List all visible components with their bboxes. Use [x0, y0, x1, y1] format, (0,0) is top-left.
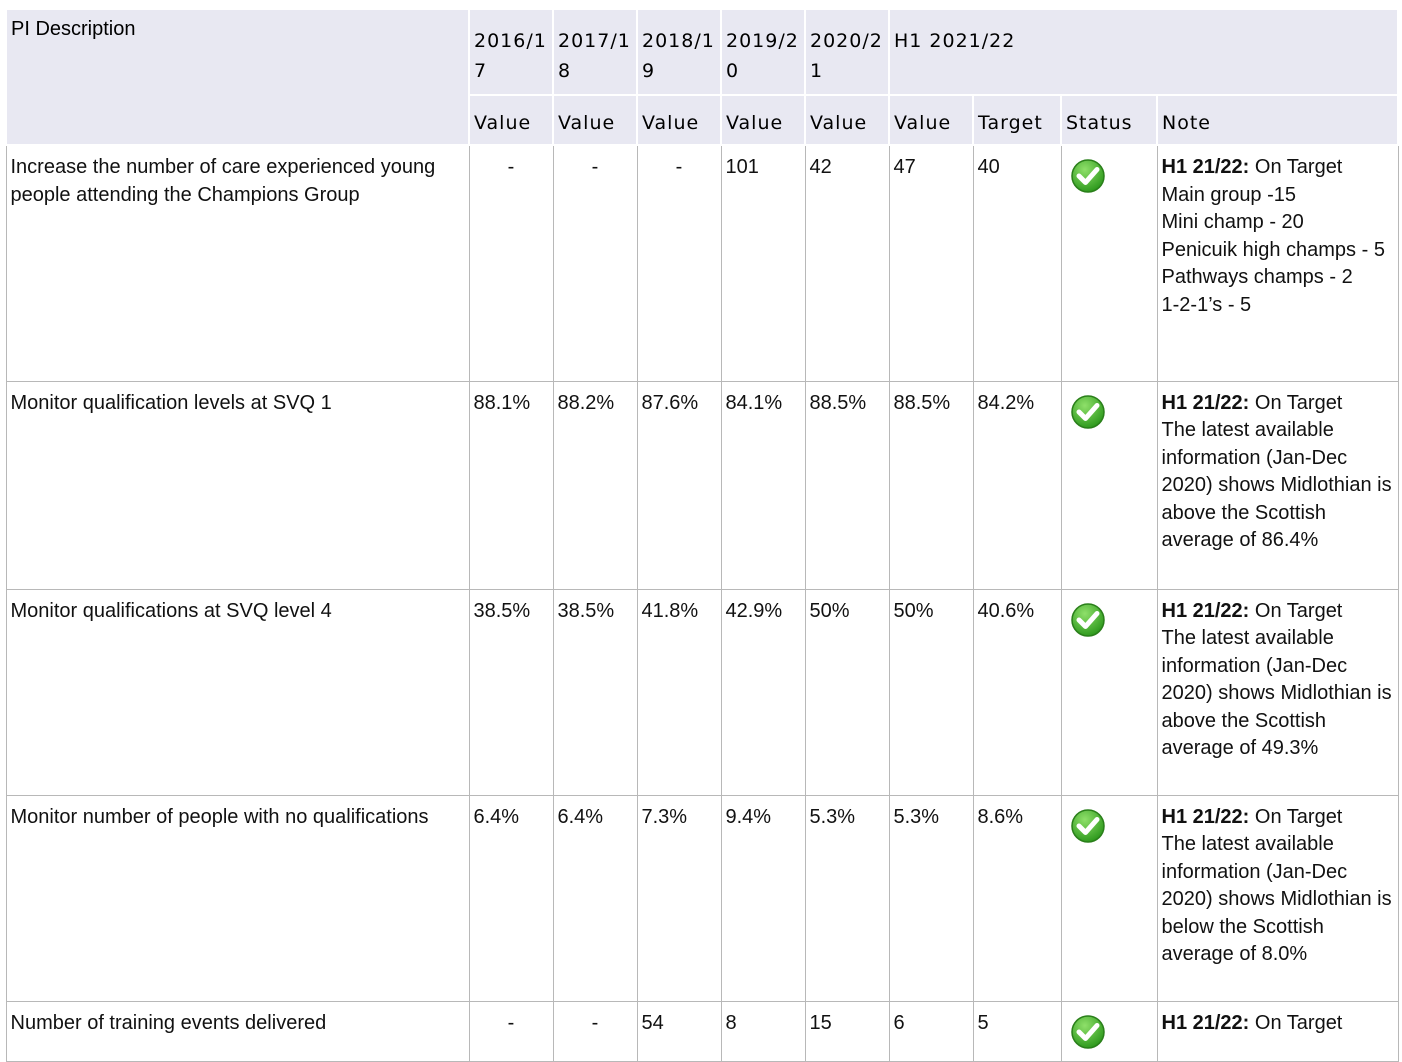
- value: 88.1%: [468, 381, 554, 590]
- subheader: Value: [804, 94, 890, 146]
- value: 42.9%: [720, 589, 806, 796]
- value: 5.3%: [804, 795, 890, 1002]
- row: Increase the number of care experienced …: [5, 145, 1399, 382]
- status: [1060, 145, 1158, 382]
- value: -: [468, 1001, 554, 1062]
- value: 8: [720, 1001, 806, 1062]
- subheader: Status: [1060, 94, 1158, 146]
- subheader: Note: [1155, 94, 1400, 146]
- value: -: [552, 145, 638, 382]
- value: 5.3%: [888, 795, 974, 1002]
- header-pi: PI Description: [5, 8, 470, 146]
- value: 47: [888, 145, 974, 382]
- note-status: On Target: [1254, 156, 1343, 178]
- note-status: On Target: [1254, 1011, 1343, 1034]
- description: Number of training events delivered: [5, 1001, 470, 1062]
- note-line: Mini champ - 20: [1161, 211, 1304, 233]
- pi-table: PI Description 2016/17 2017/18 2018/19 2…: [5, 8, 1400, 1062]
- note: H1 21/22: On Target The latest available …: [1156, 381, 1399, 590]
- description: Monitor qualification levels at SVQ 1: [5, 381, 470, 590]
- header-year: 2016/17: [468, 8, 554, 96]
- status-icon: [1070, 602, 1105, 637]
- note-status: On Target: [1254, 599, 1343, 622]
- header-year: 2019/20: [720, 8, 806, 96]
- status-icon: [1070, 159, 1105, 193]
- row: Monitor qualification levels at SVQ 1 88.…: [5, 381, 1399, 590]
- value: 54: [636, 1001, 722, 1062]
- note-label: H1 21/22:: [1161, 391, 1250, 414]
- subheader: Value: [888, 94, 974, 146]
- note: H1 21/22: On Target The latest available …: [1156, 795, 1399, 1002]
- status-icon: [1070, 808, 1105, 843]
- value: 15: [804, 1001, 890, 1062]
- status: [1060, 1001, 1158, 1062]
- value: -: [468, 145, 554, 382]
- header-year: 2020/21: [804, 8, 890, 96]
- description: Monitor qualifications at SVQ level 4: [5, 589, 470, 796]
- note: H1 21/22: On Target Main group -15 Mini ch…: [1156, 145, 1399, 382]
- note-label: H1 21/22:: [1161, 599, 1250, 622]
- value: 9.4%: [720, 795, 806, 1002]
- subheader: Target: [972, 94, 1062, 146]
- value: 6: [888, 1001, 974, 1062]
- subheader: Value: [468, 94, 554, 146]
- value: 42: [804, 145, 890, 382]
- value: 84.2%: [972, 381, 1062, 590]
- value: 50%: [804, 589, 890, 796]
- value: 6.4%: [468, 795, 554, 1002]
- value: 50%: [888, 589, 974, 796]
- description: Monitor number of people with no qualifi…: [5, 795, 470, 1002]
- note-label: H1 21/22:: [1161, 805, 1250, 828]
- note-line: Penicuik high champs - 5: [1161, 238, 1385, 261]
- header-year: 2018/19: [636, 8, 722, 96]
- value: -: [552, 1001, 638, 1062]
- header-current: H1 2021/22: [887, 8, 1400, 96]
- subheader: Value: [636, 94, 722, 146]
- note-status: On Target: [1254, 805, 1343, 828]
- value: -: [636, 145, 722, 382]
- value: 38.5%: [552, 589, 638, 796]
- status: [1060, 795, 1158, 1002]
- status-icon: [1070, 1014, 1105, 1049]
- header-year: 2017/18: [552, 8, 638, 96]
- value: 6.4%: [552, 795, 638, 1002]
- status: [1060, 381, 1158, 590]
- value: 88.5%: [804, 381, 890, 590]
- value: 40: [972, 145, 1062, 382]
- note-line: The latest available information (Jan-De…: [1161, 627, 1392, 759]
- row: Monitor qualifications at SVQ level 4 38.…: [5, 589, 1399, 796]
- note-line: 1-2-1’s - 5: [1161, 293, 1252, 316]
- note-label: H1 21/22:: [1161, 156, 1250, 178]
- value: 7.3%: [636, 795, 722, 1002]
- value: 101: [720, 145, 806, 382]
- value: 41.8%: [636, 589, 722, 796]
- status: [1060, 589, 1158, 796]
- note: H1 21/22: On Target: [1156, 1001, 1399, 1062]
- note-line: The latest available information (Jan-De…: [1161, 833, 1392, 965]
- value: 38.5%: [468, 589, 554, 796]
- value: 87.6%: [636, 381, 722, 590]
- value: 5: [972, 1001, 1062, 1062]
- subheader: Value: [552, 94, 638, 146]
- value: 84.1%: [720, 381, 806, 590]
- row: Monitor number of people with no qualifi…: [5, 795, 1399, 1002]
- description: Increase the number of care experienced …: [5, 145, 470, 382]
- value: 88.2%: [552, 381, 638, 590]
- value: 8.6%: [972, 795, 1062, 1002]
- note-line: Pathways champs - 2: [1161, 266, 1353, 288]
- note-line: Main group -15: [1161, 183, 1297, 206]
- value: 88.5%: [888, 381, 974, 590]
- note-label: H1 21/22:: [1161, 1011, 1250, 1034]
- note-status: On Target: [1254, 391, 1343, 414]
- note: H1 21/22: On Target The latest available …: [1156, 589, 1399, 796]
- status-icon: [1070, 394, 1105, 429]
- value: 40.6%: [972, 589, 1062, 796]
- note-line: The latest available information (Jan-De…: [1161, 419, 1392, 551]
- row: Number of training events delivered - -54 8…: [5, 1001, 1399, 1062]
- subheader: Value: [720, 94, 806, 146]
